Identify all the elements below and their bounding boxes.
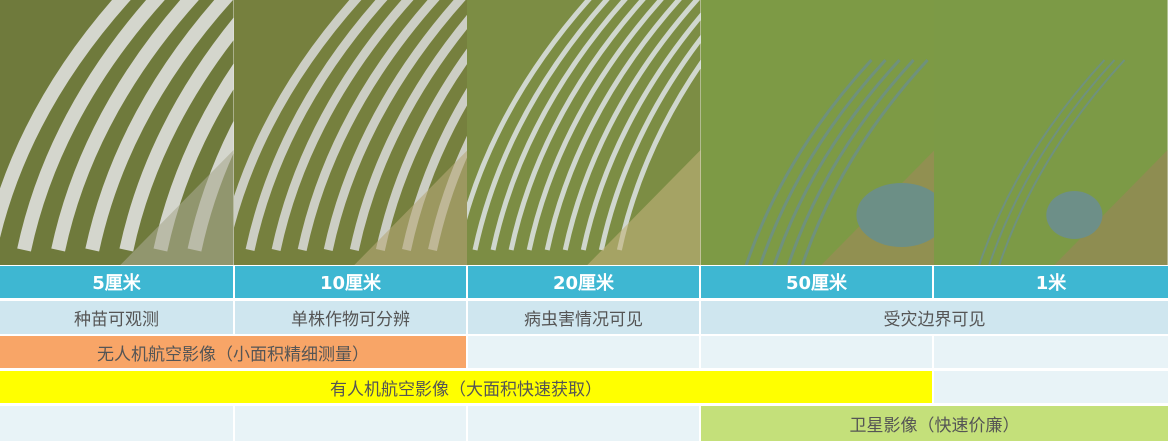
harvested-field xyxy=(353,150,468,265)
mulch-film-row xyxy=(526,0,665,251)
mulch-film-row xyxy=(988,59,1116,265)
resolution-header-1m: 1米 xyxy=(934,266,1168,298)
resolution-header-5cm: 5厘米 xyxy=(0,266,233,298)
manned-aircraft-imagery-bar: 有人机航空影像（大面积快速获取） xyxy=(0,371,932,403)
mulch-film-row xyxy=(772,58,901,265)
resolution-header-10cm: 10厘米 xyxy=(235,266,466,298)
empty-cell xyxy=(934,371,1168,403)
harvested-field xyxy=(120,150,234,265)
empty-cell xyxy=(701,336,932,368)
mulch-film-row xyxy=(375,47,468,251)
aerial-image-strip xyxy=(0,0,1168,265)
mulch-film-row xyxy=(998,59,1126,265)
mulch-film-row xyxy=(508,0,647,251)
mulch-film-row xyxy=(85,0,234,252)
aerial-image-20cm xyxy=(467,0,701,265)
mulch-film-row xyxy=(153,63,234,252)
mulch-film-row xyxy=(800,58,929,265)
aerial-image-5cm xyxy=(0,0,234,265)
empty-cell xyxy=(934,336,1168,368)
mulch-film-row xyxy=(544,0,683,251)
mulch-film-row xyxy=(581,12,701,251)
image-20cm-render xyxy=(467,0,701,265)
empty-cell xyxy=(235,406,466,441)
mulch-film-row xyxy=(323,0,466,251)
capability-seedling: 种苗可观测 xyxy=(0,301,233,334)
image-5cm-render xyxy=(0,0,234,265)
mulch-film-row xyxy=(490,0,629,251)
mulch-film-row xyxy=(297,0,440,251)
aerial-image-1m xyxy=(934,0,1168,265)
mulch-film-row xyxy=(472,0,610,251)
uav-imagery-bar: 无人机航空影像（小面积精细测量） xyxy=(0,336,466,368)
mulch-film-row xyxy=(245,0,388,251)
empty-cell xyxy=(0,406,233,441)
mulch-film-row xyxy=(467,0,592,221)
image-1m-render xyxy=(934,0,1168,265)
mulch-film-row xyxy=(349,14,468,251)
image-50cm-render xyxy=(700,0,935,265)
mulch-film-row xyxy=(271,0,414,251)
mulch-film-row xyxy=(562,0,701,251)
capability-pests: 病虫害情况可见 xyxy=(468,301,699,334)
capability-disaster-boundary: 受灾边界可见 xyxy=(701,301,1168,334)
mulch-film-row xyxy=(978,59,1106,265)
resolution-header-20cm: 20厘米 xyxy=(468,266,699,298)
aerial-image-50cm xyxy=(700,0,935,265)
mulch-film-row xyxy=(786,58,915,265)
mulch-film-row xyxy=(617,59,701,251)
aerial-image-10cm xyxy=(233,0,468,265)
pond xyxy=(856,183,935,247)
resolution-table: 5厘米 10厘米 20厘米 50厘米 1米 种苗可观测 单株作物可分辨 病虫害情… xyxy=(0,266,1168,441)
mulch-film-row xyxy=(119,17,234,252)
mulch-film-row xyxy=(599,35,701,251)
empty-cell xyxy=(468,406,699,441)
satellite-imagery-bar: 卫星影像（快速价廉） xyxy=(701,406,1168,441)
mulch-film-row xyxy=(758,58,887,265)
mulch-film-row xyxy=(0,0,131,238)
mulch-film-row xyxy=(233,0,362,228)
mulch-film-row xyxy=(51,0,199,252)
pond xyxy=(1046,191,1103,239)
mulch-film-row xyxy=(744,58,873,265)
image-10cm-render xyxy=(233,0,468,265)
resolution-header-50cm: 50厘米 xyxy=(701,266,932,298)
mulch-film-row xyxy=(17,0,165,252)
capability-single-plant: 单株作物可分辨 xyxy=(235,301,466,334)
empty-cell xyxy=(468,336,699,368)
